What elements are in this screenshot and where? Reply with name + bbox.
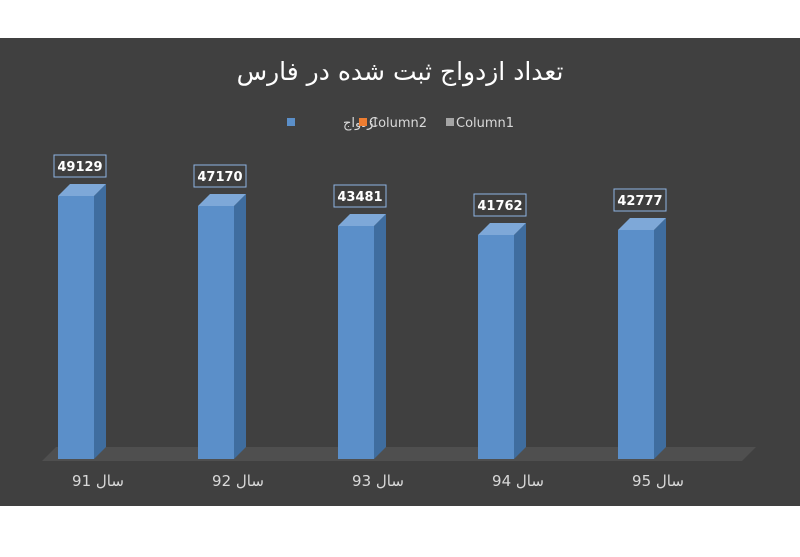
data-label-text: 49129 xyxy=(57,160,102,175)
bar-front xyxy=(198,206,234,459)
bar-side xyxy=(654,218,666,459)
bar-4 xyxy=(478,223,526,459)
bar-front xyxy=(338,226,374,459)
data-label-text: 41762 xyxy=(477,199,522,214)
bar-top xyxy=(58,184,106,196)
data-label-text: 47170 xyxy=(197,170,242,185)
bar-5 xyxy=(618,218,666,459)
bar-2 xyxy=(198,194,246,459)
bars-group xyxy=(58,184,666,459)
legend-swatch-column2 xyxy=(359,118,367,126)
legend-swatch-column1 xyxy=(446,118,454,126)
bar-3 xyxy=(338,214,386,459)
category-label-4: سال 94 xyxy=(492,472,544,490)
chart-title: تعداد ازدواج ثبت شده در فارس xyxy=(237,57,564,87)
data-label-text: 42777 xyxy=(617,194,662,209)
data-label-5: 42777 xyxy=(613,188,667,212)
data-labels-group: 49129 47170 43481 41762 42777 xyxy=(53,154,667,217)
bar-side xyxy=(234,194,246,459)
legend-item-column2: Column2 xyxy=(359,116,427,131)
legend-item-column1: Column1 xyxy=(446,116,514,131)
data-label-box xyxy=(613,188,667,212)
bar-top xyxy=(618,218,666,230)
data-label-box xyxy=(473,193,527,217)
bar-side xyxy=(374,214,386,459)
bar-side xyxy=(94,184,106,459)
data-label-box xyxy=(193,164,247,188)
legend-label-column1: Column1 xyxy=(456,116,514,131)
bar-top xyxy=(478,223,526,235)
bar-1 xyxy=(58,184,106,459)
category-label-3: سال 93 xyxy=(352,472,404,490)
bar-front xyxy=(618,230,654,459)
chart-area: تعداد ازدواج ثبت شده در فارس ازدواج Colu… xyxy=(0,38,800,506)
category-labels-group: سال 91 سال 92 سال 93 سال 94 سال 95 xyxy=(72,472,684,490)
data-label-3: 43481 xyxy=(333,184,387,208)
data-label-2: 47170 xyxy=(193,164,247,188)
data-label-1: 49129 xyxy=(53,154,107,178)
data-label-4: 41762 xyxy=(473,193,527,217)
data-label-box xyxy=(333,184,387,208)
category-label-5: سال 95 xyxy=(632,472,684,490)
bar-top xyxy=(198,194,246,206)
bar-front xyxy=(58,196,94,459)
category-label-1: سال 91 xyxy=(72,472,124,490)
bar-top xyxy=(338,214,386,226)
legend-label-column2: Column2 xyxy=(369,116,427,131)
bar-side xyxy=(514,223,526,459)
bar-chart: تعداد ازدواج ثبت شده در فارس ازدواج Colu… xyxy=(42,57,756,490)
chart-legend: ازدواج Column2 Column1 xyxy=(287,116,514,131)
data-label-box xyxy=(53,154,107,178)
category-label-2: سال 92 xyxy=(212,472,264,490)
bar-front xyxy=(478,235,514,459)
legend-swatch-marriage xyxy=(287,118,295,126)
data-label-text: 43481 xyxy=(337,190,382,205)
